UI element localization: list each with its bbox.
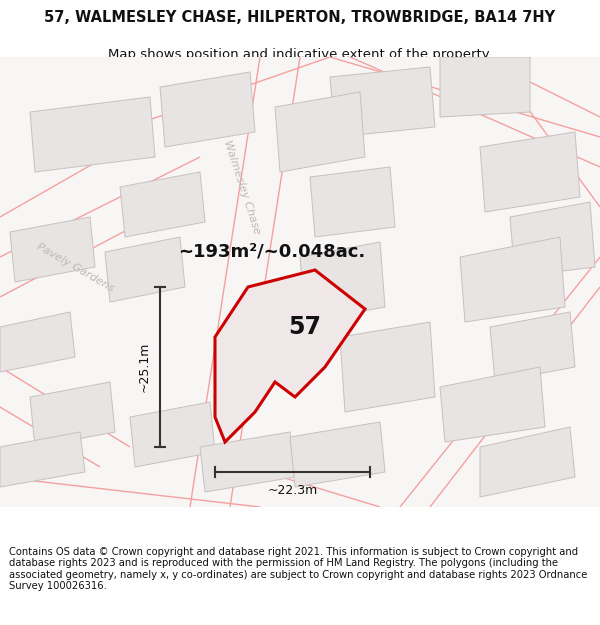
Polygon shape (200, 432, 295, 492)
Polygon shape (275, 92, 365, 172)
Polygon shape (160, 72, 255, 147)
Polygon shape (10, 217, 95, 282)
Text: Pavely Gardens: Pavely Gardens (35, 241, 115, 293)
Polygon shape (460, 237, 565, 322)
Polygon shape (340, 322, 435, 412)
Polygon shape (30, 382, 115, 447)
Polygon shape (440, 367, 545, 442)
Polygon shape (215, 270, 365, 442)
Polygon shape (480, 132, 580, 212)
Polygon shape (330, 67, 435, 137)
Polygon shape (490, 312, 575, 382)
Text: Contains OS data © Crown copyright and database right 2021. This information is : Contains OS data © Crown copyright and d… (9, 546, 587, 591)
Text: ~25.1m: ~25.1m (137, 342, 151, 392)
Polygon shape (480, 427, 575, 497)
Text: ~22.3m: ~22.3m (268, 484, 317, 496)
Polygon shape (105, 237, 185, 302)
Polygon shape (440, 57, 530, 117)
Polygon shape (0, 432, 85, 487)
Polygon shape (510, 202, 595, 277)
Text: 57: 57 (289, 315, 322, 339)
Text: ~193m²/~0.048ac.: ~193m²/~0.048ac. (178, 243, 365, 261)
Text: Walmesley Chase: Walmesley Chase (222, 139, 262, 235)
Polygon shape (300, 242, 385, 322)
Polygon shape (130, 402, 215, 467)
Text: Map shows position and indicative extent of the property.: Map shows position and indicative extent… (108, 48, 492, 61)
Polygon shape (310, 167, 395, 237)
Polygon shape (290, 422, 385, 487)
Text: 57, WALMESLEY CHASE, HILPERTON, TROWBRIDGE, BA14 7HY: 57, WALMESLEY CHASE, HILPERTON, TROWBRID… (44, 10, 556, 25)
Polygon shape (0, 312, 75, 372)
Polygon shape (30, 97, 155, 172)
Polygon shape (120, 172, 205, 237)
